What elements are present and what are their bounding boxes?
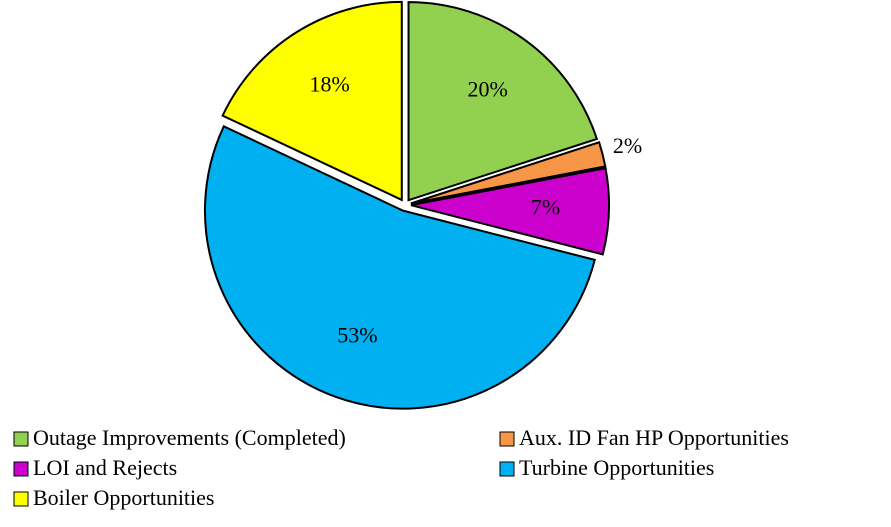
legend-label: Boiler Opportunities [33,485,214,510]
data-label: 18% [309,71,349,96]
data-label: 2% [613,133,642,158]
legend-swatch [499,461,515,477]
pie-slice [204,125,596,410]
data-label: 20% [468,76,508,101]
pie-slice [410,141,607,205]
legend-swatch [13,461,29,477]
pie-slice [407,1,599,202]
legend-swatch [13,491,29,507]
legend-label: Outage Improvements (Completed) [33,425,346,450]
pie-slice [410,166,610,256]
data-label: 53% [337,322,377,347]
pie-slice [221,0,403,202]
legend-label: LOI and Rejects [33,455,177,480]
legend-label: Aux. ID Fan HP Opportunities [519,425,789,450]
legend-swatch [13,431,29,447]
data-label: 7% [531,194,560,219]
legend-label: Turbine Opportunities [519,455,714,480]
legend-swatch [499,431,515,447]
